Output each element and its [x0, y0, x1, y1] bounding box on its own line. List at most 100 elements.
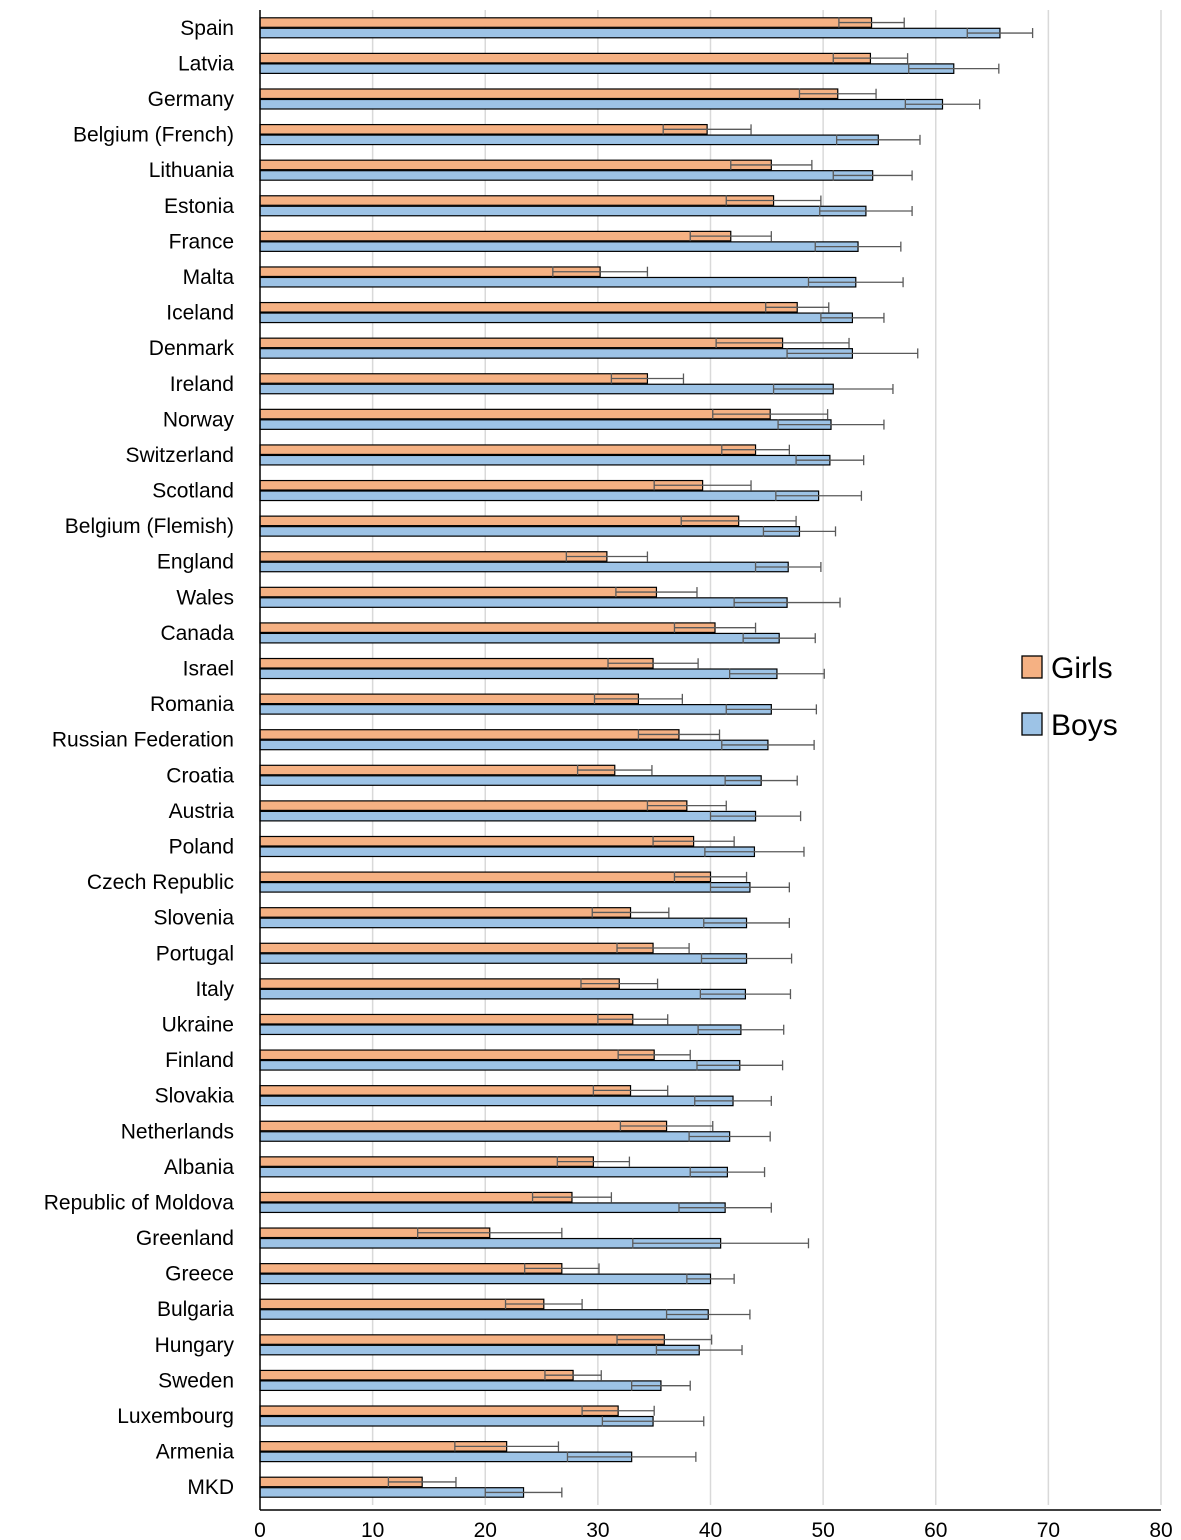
category-label: France	[169, 230, 234, 253]
category-label: Canada	[160, 622, 234, 645]
x-tick-label: 40	[699, 1519, 722, 1540]
bar-boys	[259, 917, 748, 929]
legend-label-girls: Girls	[1051, 652, 1113, 685]
category-label: Lithuania	[149, 159, 235, 182]
legend-label-boys: Boys	[1051, 709, 1118, 742]
x-tick-label: 10	[361, 1519, 384, 1540]
bar-boys	[259, 1380, 662, 1392]
bar-girls	[259, 871, 712, 883]
bar-boys	[259, 419, 832, 430]
category-label: Belgium (Flemish)	[65, 515, 234, 538]
category-label: Russian Federation	[52, 729, 234, 752]
bar-girls	[259, 123, 708, 135]
bar-boys	[259, 1166, 728, 1178]
category-label: Sweden	[158, 1369, 234, 1392]
bar-boys	[259, 205, 867, 217]
category-label: Italy	[195, 978, 234, 1001]
category-label: Finland	[165, 1049, 234, 1072]
bar-boys	[259, 668, 778, 680]
bar-boys	[259, 1415, 654, 1427]
bar-girls	[259, 337, 784, 349]
category-label: Slovenia	[153, 907, 234, 930]
bar-girls	[259, 729, 680, 740]
bar-girls	[259, 266, 601, 278]
y-axis	[259, 10, 1161, 1511]
category-label: Latvia	[178, 52, 234, 75]
category-label: England	[157, 551, 234, 574]
category-label: Estonia	[164, 195, 234, 218]
bar-boys	[259, 1273, 712, 1285]
bar-girls	[259, 1120, 668, 1132]
category-label: Romania	[150, 693, 234, 716]
bar-girls	[259, 657, 654, 669]
bar-boys	[259, 810, 757, 822]
bar-boys	[259, 739, 769, 751]
bar-boys	[259, 1202, 726, 1214]
bar-girls	[259, 1049, 655, 1061]
category-label: Norway	[163, 408, 235, 431]
category-label: Hungary	[155, 1334, 235, 1357]
category-label: Bulgaria	[157, 1298, 234, 1321]
x-tick-label: 20	[474, 1519, 497, 1540]
bar-boys	[259, 27, 1001, 39]
bar-girls	[259, 230, 732, 242]
bar-girls	[259, 515, 740, 527]
bar-boys	[259, 1024, 742, 1036]
bar-girls	[259, 551, 608, 562]
category-labels: Spain Latvia Germany Belgium (French) Lithua…	[44, 17, 235, 1499]
category-label: Denmark	[149, 337, 235, 360]
bar-girls	[259, 1156, 594, 1167]
category-label: Switzerland	[125, 444, 234, 467]
bar-boys	[259, 1131, 731, 1142]
bar-boys	[259, 170, 874, 181]
bar-girls	[259, 1369, 574, 1381]
bar-boys	[259, 134, 879, 146]
category-label: Germany	[148, 88, 235, 111]
bar-girls	[259, 444, 757, 456]
x-tick-label: 50	[811, 1519, 834, 1540]
bar-boys	[259, 63, 955, 74]
bar-girls	[259, 408, 771, 420]
error-bars	[387, 17, 1034, 1498]
bar-boys	[259, 775, 762, 786]
category-label: Israel	[183, 658, 234, 681]
x-tick-label: 0	[254, 1519, 266, 1540]
category-label: Armenia	[156, 1441, 235, 1464]
category-label: Czech Republic	[87, 871, 234, 894]
category-label: Portugal	[156, 942, 234, 965]
bar-boys	[259, 988, 747, 1000]
bar-boys	[259, 98, 944, 110]
category-label: Scotland	[152, 480, 234, 503]
category-label: Wales	[176, 586, 234, 609]
x-tick-label: 60	[924, 1519, 947, 1540]
bar-girls	[259, 586, 658, 598]
bar-girls	[259, 978, 620, 989]
x-tick-label: 30	[586, 1519, 609, 1540]
bar-boys	[259, 704, 772, 715]
bar-boys	[259, 454, 831, 466]
category-label: Malta	[183, 266, 235, 289]
category-label: Spain	[180, 17, 234, 40]
bar-boys	[259, 561, 789, 573]
bar-girls	[259, 622, 716, 634]
bar-boys	[259, 1487, 525, 1498]
category-label: Poland	[169, 835, 234, 858]
bar-girls	[259, 373, 649, 384]
bar-girls	[259, 800, 688, 811]
category-label: Iceland	[166, 302, 234, 325]
bar-girls	[259, 88, 839, 100]
bar-boys	[259, 846, 756, 858]
category-label: Slovakia	[155, 1085, 235, 1108]
bar-girls	[259, 1405, 619, 1417]
bar-boys	[259, 312, 854, 324]
bar-marks	[259, 17, 1001, 1498]
category-label: Ukraine	[162, 1013, 234, 1036]
bar-boys	[259, 276, 857, 288]
bar-girls	[259, 1298, 545, 1310]
bar-boys	[259, 526, 801, 537]
category-label: Luxembourg	[117, 1405, 234, 1428]
bar-girls	[259, 835, 695, 847]
bar-girls	[259, 907, 632, 918]
bar-boys	[259, 348, 854, 359]
